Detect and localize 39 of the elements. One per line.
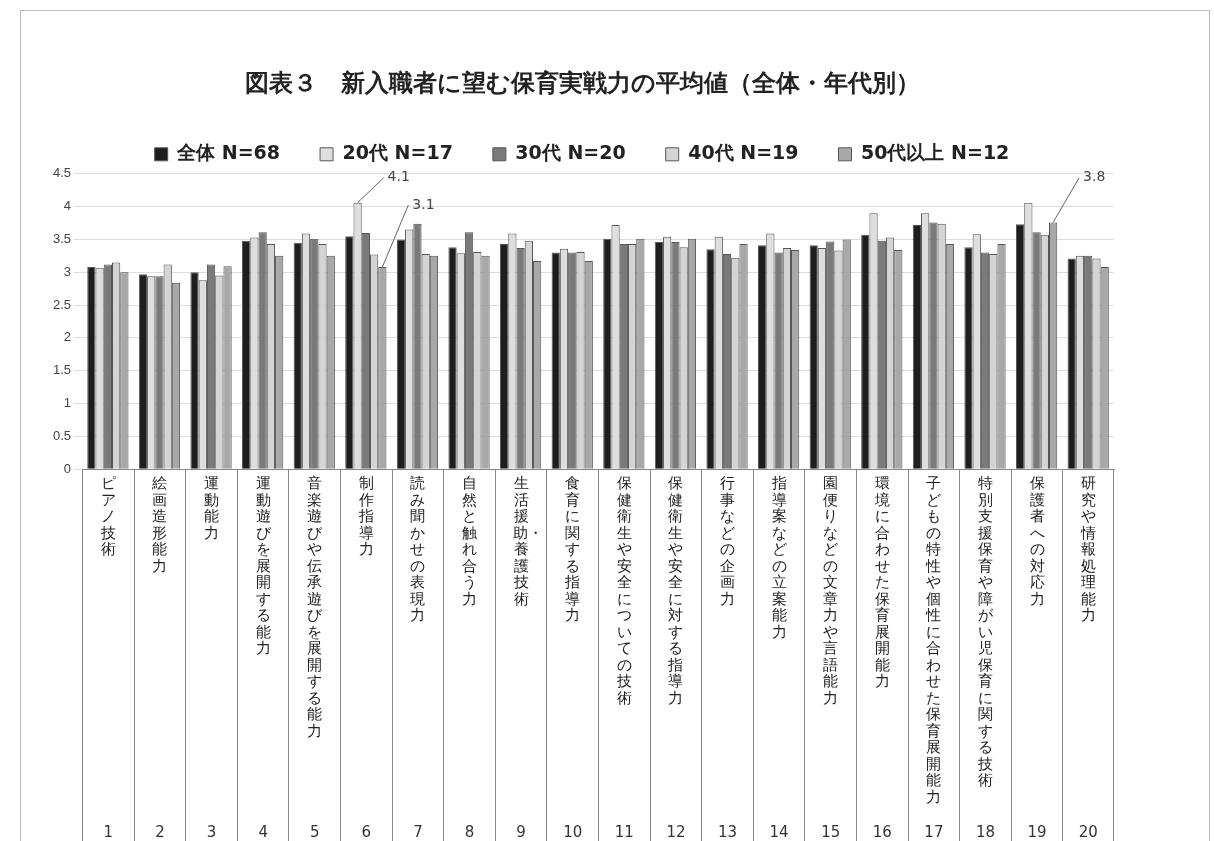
data-label: 3.1 xyxy=(412,195,435,212)
legend-label: 50代以上 N=12 xyxy=(861,141,1010,164)
category-label: 運動遊びを展開する能力 4 xyxy=(255,474,271,841)
y-tick-label: 0 xyxy=(63,460,72,476)
category-label: 研究や情報処理能力 20 xyxy=(1078,474,1098,841)
category-label: 生活援助・養護技術 9 xyxy=(513,474,544,841)
legend-label: 20代 N=17 xyxy=(342,141,453,164)
category-label: ピアノ技術 1 xyxy=(100,474,116,841)
y-tick-label: 3 xyxy=(63,263,72,279)
category-label: 特別支援保育や障がい児保育に関する技術 18 xyxy=(975,474,996,841)
category-label: 自然と触れ合う力 8 xyxy=(462,474,478,841)
category-label: 保護者への対応力 19 xyxy=(1027,474,1047,841)
legend-label: 30代 N=20 xyxy=(515,141,626,164)
data-label: 3.8 xyxy=(1083,168,1106,185)
category-label: 制作指導力 6 xyxy=(358,474,374,841)
y-tick-label: 0.5 xyxy=(52,427,72,443)
y-tick-label: 4 xyxy=(63,198,72,214)
category-label: 音楽遊びや伝承遊びを展開する能力 5 xyxy=(307,474,323,841)
y-tick-label: 1 xyxy=(63,395,72,411)
category-label: 読み聞かせの表現力 7 xyxy=(410,474,426,841)
category-label: 運動能力 3 xyxy=(204,474,220,841)
y-tick-label: 1.5 xyxy=(52,362,72,378)
y-tick-label: 2 xyxy=(63,329,72,345)
data-label: 4.1 xyxy=(387,168,410,185)
y-tick-label: 2.5 xyxy=(52,296,72,312)
category-label: 絵画造形能力 2 xyxy=(152,474,168,841)
y-tick-label: 3.5 xyxy=(52,231,72,247)
category-label: 園便りなどの文章力や言語能力 15 xyxy=(821,474,841,841)
category-label: 子どもの特性や個性に合わせた保育展開能力 17 xyxy=(924,474,944,841)
y-tick-label: 4.5 xyxy=(52,165,72,181)
category-label: 指導案などの立案能力 14 xyxy=(769,474,789,841)
category-label: 保健衛生や安全に対する指導力 12 xyxy=(666,474,686,841)
category-label: 行事などの企画力 13 xyxy=(717,474,738,841)
legend-label: 40代 N=19 xyxy=(688,141,799,164)
category-label: 食育に関する指導力 10 xyxy=(563,474,583,841)
chart-title: 図表３ 新入職者に望む保育実戦力の平均値（全体・年代別） xyxy=(244,68,920,97)
category-label: 環境に合わせた保育展開能力 16 xyxy=(872,474,892,841)
legend-label: 全体 N=68 xyxy=(176,141,281,164)
category-label: 保健衛生や安全についての技術 11 xyxy=(614,474,634,841)
